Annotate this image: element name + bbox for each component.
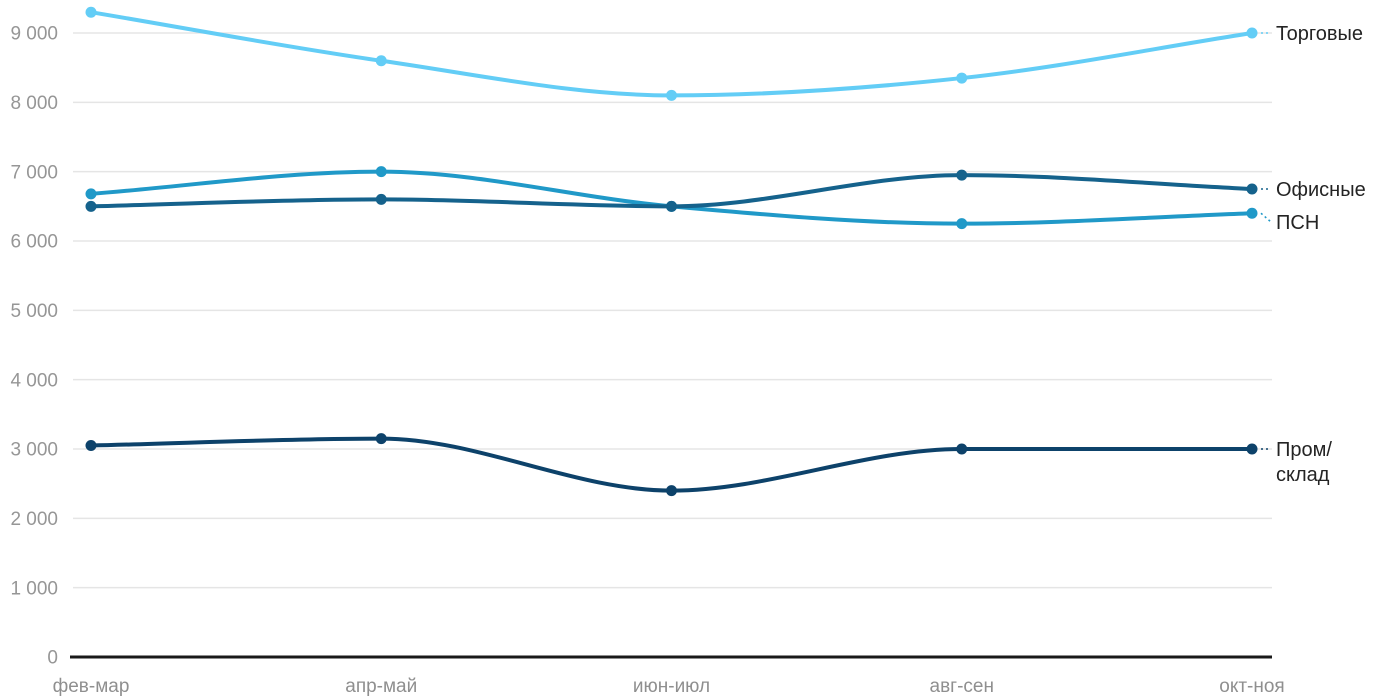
y-tick-label: 0 xyxy=(47,648,58,669)
data-point xyxy=(1246,27,1258,39)
data-point xyxy=(85,200,97,212)
y-tick-label: 5 000 xyxy=(10,301,58,322)
series-lines xyxy=(85,6,1258,497)
data-point xyxy=(85,440,97,452)
series-label: ПСН xyxy=(1276,212,1319,234)
data-point xyxy=(956,443,968,455)
y-tick-label: 1 000 xyxy=(10,578,58,599)
series-0 xyxy=(85,6,1258,101)
data-point xyxy=(666,200,677,212)
data-point xyxy=(956,72,968,84)
y-tick-label: 9 000 xyxy=(10,24,58,45)
series-labels: Торговые Офисные ПСН Пром/склад xyxy=(1260,23,1366,486)
data-point xyxy=(956,218,968,230)
series-label-line: склад xyxy=(1276,464,1330,486)
y-tick-label: 4 000 xyxy=(10,370,58,391)
y-tick-label: 8 000 xyxy=(10,93,58,114)
y-tick-label: 7 000 xyxy=(10,162,58,183)
data-point xyxy=(85,188,97,200)
data-point xyxy=(666,89,677,101)
series-label-line: ПСН xyxy=(1276,212,1319,234)
series-label: Офисные xyxy=(1276,179,1366,201)
data-point xyxy=(85,6,97,18)
data-point xyxy=(375,193,387,205)
data-point xyxy=(1246,207,1258,219)
x-axis-tick-labels: фев-мар апр-май июн-июл авг-сен окт-ноя xyxy=(53,676,1285,697)
series-label: Торговые xyxy=(1276,23,1363,45)
data-point xyxy=(375,433,387,445)
series-label: Пром/склад xyxy=(1276,439,1332,486)
label-leader-line xyxy=(1260,212,1272,223)
series-label-line: Пром/ xyxy=(1276,439,1332,461)
series-3 xyxy=(85,433,1258,497)
x-tick-label: фев-мар xyxy=(53,676,130,697)
data-point xyxy=(375,55,387,67)
y-tick-label: 6 000 xyxy=(10,232,58,253)
data-point xyxy=(666,485,677,497)
x-tick-label: апр-май xyxy=(345,676,417,697)
y-tick-label: 3 000 xyxy=(10,440,58,461)
data-point xyxy=(1246,443,1258,455)
series-line xyxy=(89,436,1254,493)
x-tick-label: окт-ноя xyxy=(1219,676,1284,697)
series-2 xyxy=(85,166,1258,230)
series-label-line: Торговые xyxy=(1276,23,1363,45)
x-tick-label: июн-июл xyxy=(633,676,710,697)
gridlines xyxy=(73,32,1272,589)
series-line xyxy=(89,10,1254,98)
series-label-line: Офисные xyxy=(1276,179,1366,201)
data-point xyxy=(375,166,387,178)
x-tick-label: авг-сен xyxy=(930,676,994,697)
data-point xyxy=(1246,183,1258,195)
data-point xyxy=(956,169,968,181)
y-axis-tick-labels: 0 1 000 2 000 3 000 4 000 5 000 6 000 7 000 8 00… xyxy=(10,24,58,669)
y-tick-label: 2 000 xyxy=(10,509,58,530)
series-1 xyxy=(85,169,1258,212)
